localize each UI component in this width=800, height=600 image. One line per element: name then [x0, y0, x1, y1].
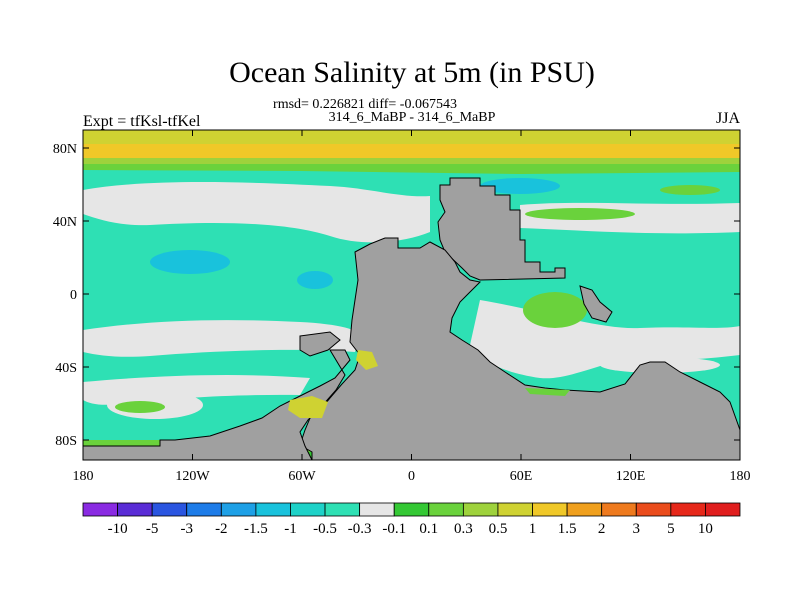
- colorbar-swatch: [670, 502, 706, 517]
- colorbar-swatch: [393, 502, 430, 517]
- colorbar-label: 5: [667, 521, 675, 537]
- colorbar-label: -0.1: [382, 521, 406, 537]
- colorbar-swatch: [601, 502, 637, 517]
- arctic-band-3: [83, 158, 740, 164]
- north-east-salty-patch: [660, 185, 720, 195]
- y-tick-label: 80S: [55, 434, 77, 449]
- colorbar-legend: -10 -5 -3 -2 -1.5 -1 -0.5 -0.3 -0.1 0.1 0.3 0.5 1 1.5…: [82, 502, 741, 537]
- colorbar-swatch: [705, 502, 741, 517]
- x-tick-label: 0: [408, 469, 415, 484]
- colorbar-swatch: [82, 502, 118, 517]
- colorbar-label: -5: [146, 521, 159, 537]
- colorbar-label: 1.5: [558, 521, 577, 537]
- y-tick-label: 40S: [55, 361, 77, 376]
- x-tick-label: 180: [730, 469, 751, 484]
- colorbar-label: -1.5: [244, 521, 268, 537]
- subarctic-green: [83, 164, 740, 174]
- pacific-fresh-patch-2: [297, 271, 333, 289]
- colorbar-swatch: [497, 502, 533, 517]
- arctic-band-1: [83, 130, 740, 144]
- x-tick-label: 180: [73, 469, 94, 484]
- land-north-america-europe: [437, 177, 566, 281]
- colorbar-label: 2: [598, 521, 606, 537]
- colorbar-swatch: [186, 502, 222, 517]
- colorbar-swatch: [532, 502, 568, 517]
- salty-coastal-patch-1: [356, 350, 378, 370]
- pacific-fresh-patch: [150, 250, 230, 274]
- x-tick-label: 120W: [175, 469, 210, 484]
- colorbar-label: 0.5: [489, 521, 508, 537]
- y-axis-ticks: 80N 40N 0 40S 80S: [53, 142, 740, 449]
- salty-coastal-patch-2: [288, 396, 328, 418]
- subarctic-fresh-pool: [480, 178, 560, 194]
- stats-text: rmsd= 0.226821 diff= -0.067543: [273, 97, 457, 112]
- colorbar-swatch: [290, 502, 326, 517]
- x-tick-label: 60E: [510, 469, 533, 484]
- colorbar-swatch: [324, 502, 361, 517]
- colorbar-swatch: [462, 502, 499, 517]
- colorbar-swatch: [151, 502, 188, 517]
- east-ocean-salty-pool: [523, 292, 587, 328]
- north-pacific-neutral: [83, 182, 430, 243]
- arctic-band-2: [83, 144, 740, 158]
- y-tick-label: 80N: [53, 142, 77, 157]
- subtitle-right: JJA: [716, 110, 740, 127]
- colorbar-label: -2: [215, 521, 228, 537]
- subtitle-left: Expt = tfKsl-tfKel: [83, 113, 201, 130]
- chart-title: Ocean Salinity at 5m (in PSU): [229, 56, 595, 89]
- colorbar-label: 0.1: [419, 521, 438, 537]
- colorbar-label: 10: [698, 521, 713, 537]
- north-salty-patch: [525, 208, 635, 220]
- map-panel: [83, 130, 740, 460]
- x-tick-label: 120E: [616, 469, 646, 484]
- land-mid-peninsula: [299, 331, 341, 357]
- x-axis-ticks: 180 120W 60W 0 60E 120E 180: [73, 130, 751, 484]
- colorbar-label: -3: [180, 521, 193, 537]
- colorbar-swatch: [635, 502, 672, 517]
- y-tick-label: 0: [70, 288, 77, 303]
- colorbar-label: -0.3: [348, 521, 372, 537]
- colorbar-label: -1: [284, 521, 297, 537]
- colorbar-swatch: [117, 502, 153, 517]
- colorbar-swatch: [566, 502, 603, 517]
- x-tick-label: 60W: [288, 469, 316, 484]
- subtitle-center: 314_6_MaBP - 314_6_MaBP: [329, 110, 496, 125]
- south-pacific-neutral: [83, 320, 360, 357]
- colorbar-label: 3: [633, 521, 641, 537]
- south-pacific-salty: [115, 401, 165, 413]
- colorbar-label: 0.3: [454, 521, 473, 537]
- colorbar-swatch: [428, 502, 464, 517]
- colorbar-swatch: [255, 502, 291, 517]
- colorbar-label: 1: [529, 521, 537, 537]
- colorbar-swatch: [220, 502, 257, 517]
- colorbar-label: -10: [108, 521, 128, 537]
- y-tick-label: 40N: [53, 215, 77, 230]
- salty-coastal-patch-3: [525, 388, 570, 396]
- colorbar-swatch: [359, 502, 395, 517]
- colorbar-label: -0.5: [313, 521, 337, 537]
- land-east-peninsula: [579, 285, 613, 323]
- land-central-continent: [299, 237, 740, 460]
